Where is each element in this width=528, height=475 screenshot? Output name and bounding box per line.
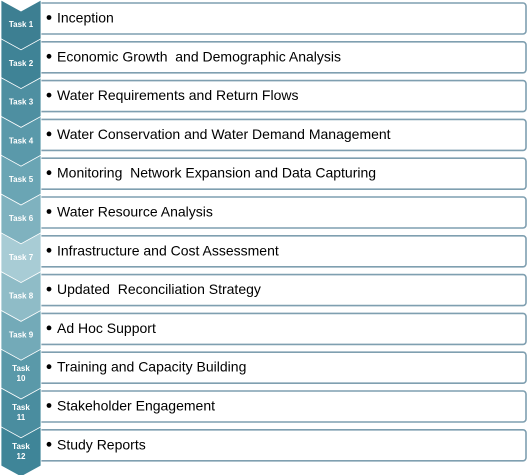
bullet-icon [46, 131, 52, 137]
task-label: Task 4 [9, 136, 34, 145]
task-text: Ad Hoc Support [57, 320, 156, 336]
task-label: Task 1 [9, 20, 34, 29]
task-label: Task 6 [9, 214, 34, 223]
bullet-icon [46, 53, 52, 59]
task-label: Task 7 [9, 253, 34, 262]
task-text: Economic Growth and Demographic Analysis [57, 48, 341, 64]
task-text: Monitoring Network Expansion and Data Ca… [57, 165, 376, 181]
task-text: Water Resource Analysis [57, 204, 213, 220]
bullet-icon [46, 247, 52, 253]
bullet-icon [46, 364, 52, 370]
task-label: Task 2 [9, 59, 34, 68]
task-text: Water Conservation and Water Demand Mana… [57, 126, 391, 142]
task-label: Task 9 [9, 330, 34, 339]
task-text: Stakeholder Engagement [57, 398, 215, 414]
task-label: Task 3 [9, 98, 34, 107]
bullet-icon [46, 209, 52, 214]
task-text: Updated Reconciliation Strategy [57, 281, 261, 297]
bullet-icon [46, 325, 52, 331]
task-label: Task 5 [9, 175, 34, 184]
bullet-icon [46, 286, 52, 292]
task-text: Inception [57, 10, 114, 26]
task-label: Task 11 [12, 403, 30, 422]
task-label: Task 10 [12, 364, 30, 383]
task-text: Water Requirements and Return Flows [57, 87, 298, 103]
bullet-icon [46, 15, 52, 20]
task-text: Training and Capacity Building [57, 359, 246, 375]
bullet-icon [46, 403, 52, 408]
bullet-icon [46, 170, 52, 176]
task-chevron [0, 426, 42, 475]
task-text: Infrastructure and Cost Assessment [57, 242, 279, 258]
task-label: Task 8 [9, 292, 34, 301]
task-label: Task 12 [12, 442, 30, 461]
bullet-icon [46, 441, 52, 447]
task-text: Study Reports [57, 436, 146, 452]
bullet-icon [46, 92, 52, 98]
